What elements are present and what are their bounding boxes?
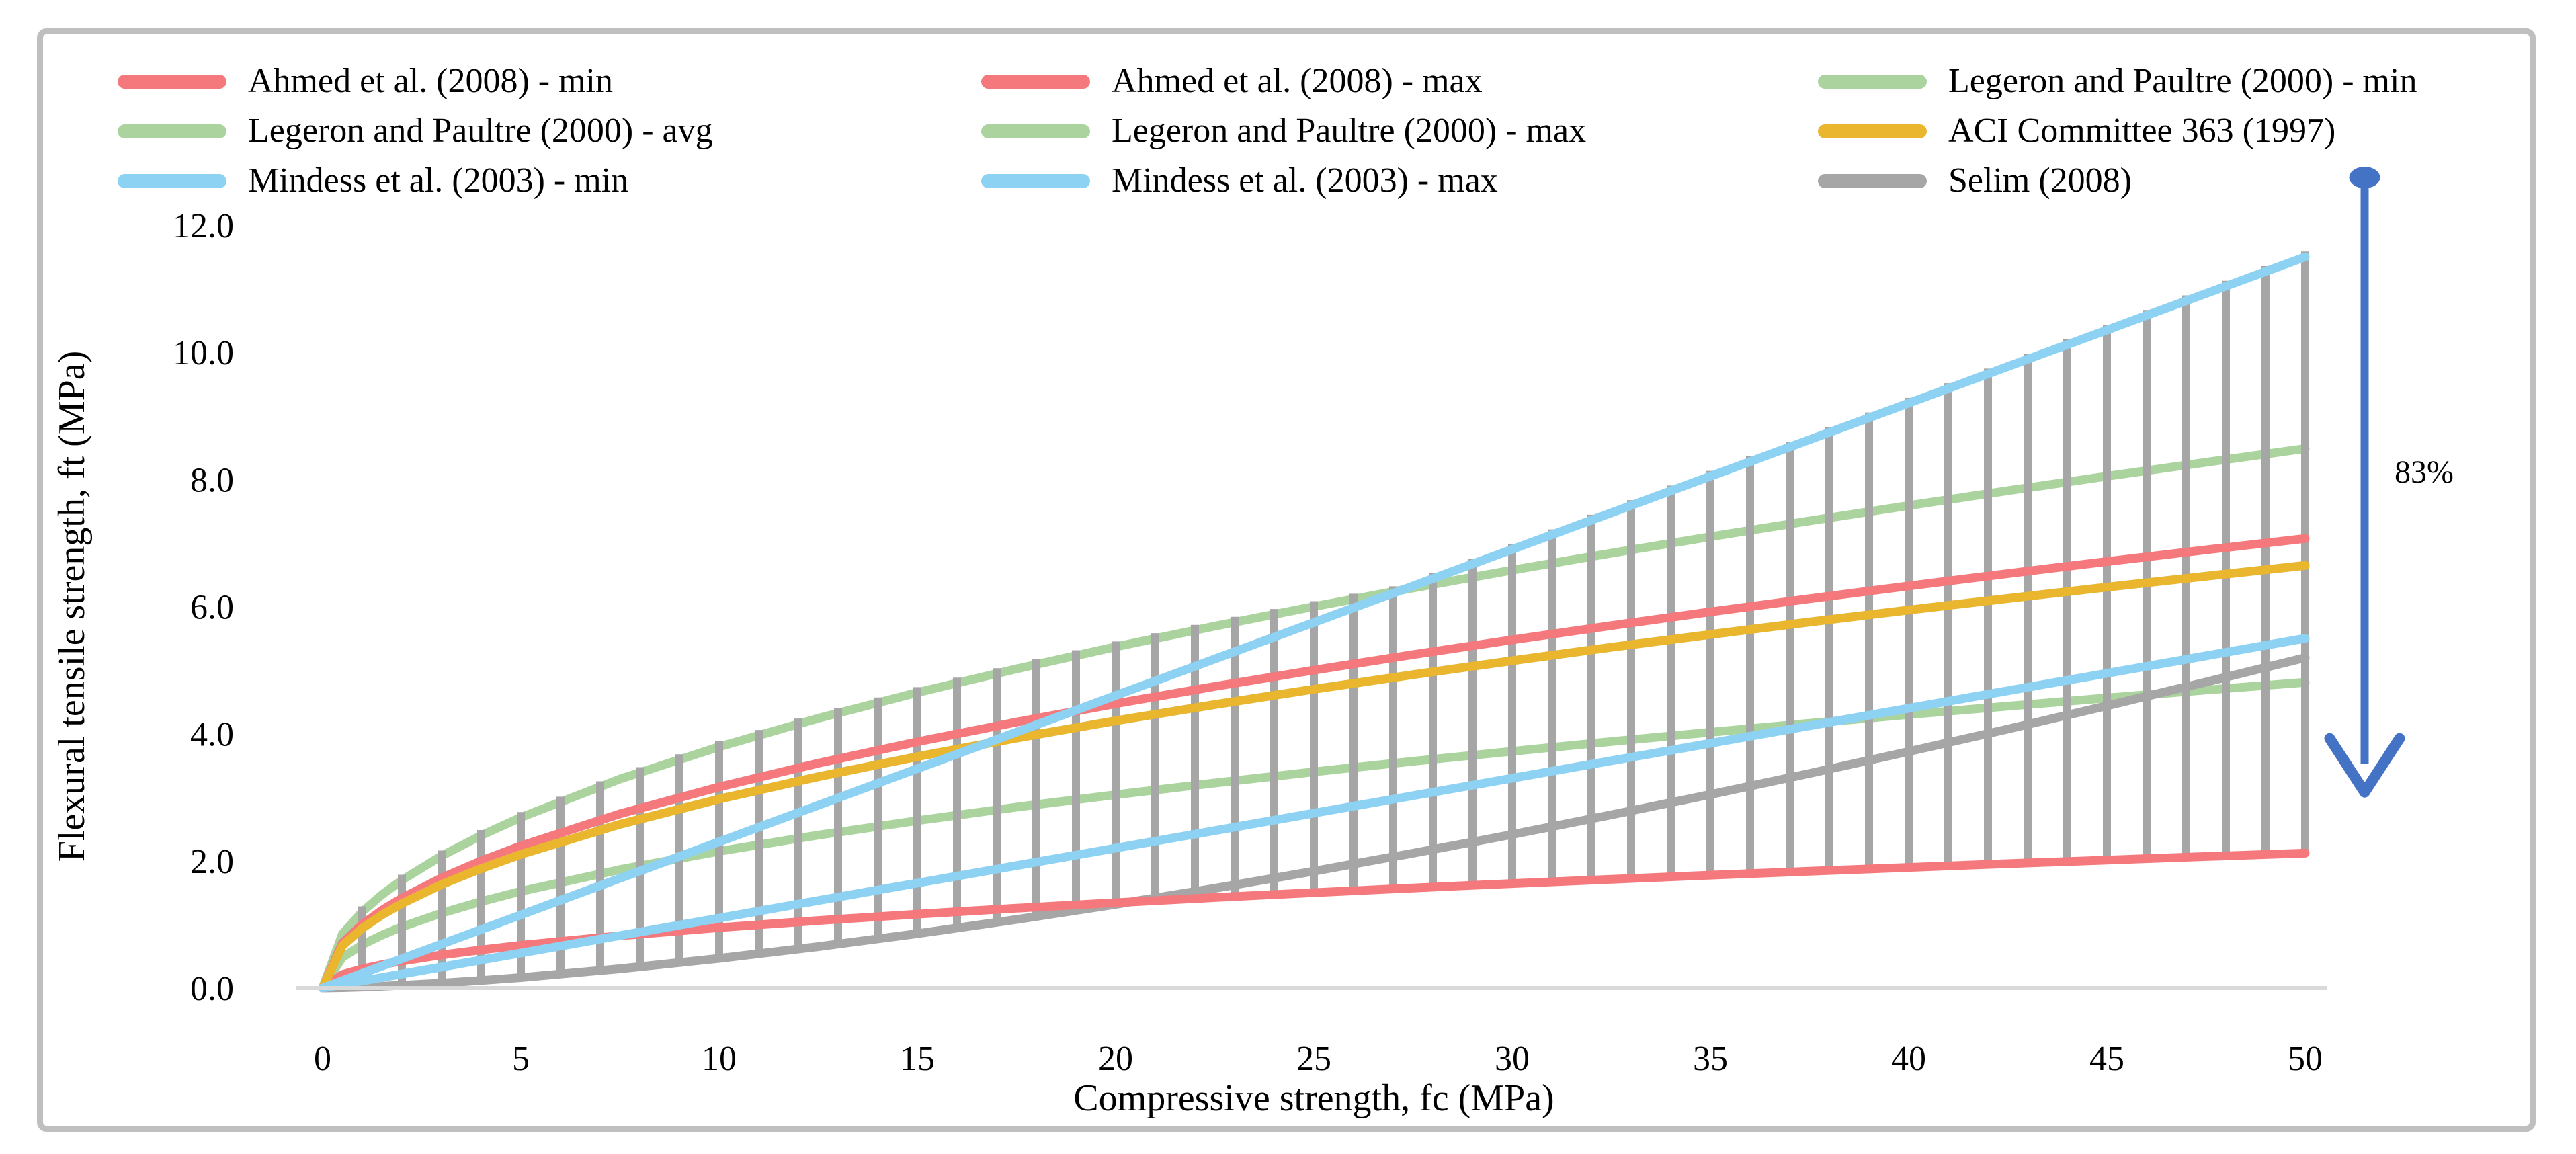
x-tick-label: 20 <box>1098 1040 1133 1078</box>
legend-swatch-selim-key <box>1818 173 1927 188</box>
range-annotation-label: 83% <box>2395 454 2454 490</box>
figure-border <box>37 28 2536 1132</box>
legend-item-legeron-avg-key: Legeron and Paultre (2000) - avg <box>118 114 981 149</box>
legend-swatch-legeron-min-key <box>1818 74 1927 89</box>
x-tick-label: 10 <box>702 1040 737 1078</box>
legend-item-legeron-min-key: Legeron and Paultre (2000) - min <box>1818 64 2530 99</box>
series-line-legeron-min <box>318 677 2310 993</box>
y-tick-label: 8.0 <box>190 461 234 499</box>
x-axis-title: Compressive strength, fc (MPa) <box>1073 1077 1554 1119</box>
legend-item-aci-363-key: ACI Committee 363 (1997) <box>1818 114 2530 149</box>
legend-item-ahmed-max-key: Ahmed et al. (2008) - max <box>981 64 1818 99</box>
legend-item-mindess-min-key: Mindess et al. (2003) - min <box>118 163 981 198</box>
x-tick-label: 5 <box>512 1040 530 1078</box>
legend-item-legeron-max-key: Legeron and Paultre (2000) - max <box>981 114 1818 149</box>
legend-label: ACI Committee 363 (1997) <box>1948 112 2336 150</box>
legend-item-selim-key: Selim (2008) <box>1818 163 2530 198</box>
legend-item-ahmed-min-key: Ahmed et al. (2008) - min <box>118 64 981 99</box>
range-arrow <box>2324 167 2405 798</box>
chart-legend: Ahmed et al. (2008) - min Ahmed et al. (2… <box>118 56 2530 206</box>
legend-item-mindess-max-key: Mindess et al. (2003) - max <box>981 163 1818 198</box>
series-line-selim <box>318 653 2310 993</box>
x-tick-label: 25 <box>1296 1040 1331 1078</box>
legend-swatch-ahmed-max-key <box>981 74 1090 89</box>
legend-swatch-mindess-min-key <box>118 173 226 188</box>
x-tick-label: 0 <box>314 1040 331 1078</box>
legend-label: Mindess et al. (2003) - max <box>1112 161 1498 200</box>
legend-label: Selim (2008) <box>1948 161 2132 200</box>
plot-layer <box>318 251 2310 993</box>
legend-label: Mindess et al. (2003) - min <box>248 161 629 200</box>
y-tick-label: 2.0 <box>190 843 234 881</box>
y-tick-label: 12.0 <box>173 207 234 245</box>
legend-swatch-legeron-max-key <box>981 124 1090 138</box>
series-line-legeron-max <box>318 444 2310 993</box>
x-tick-label: 15 <box>900 1040 935 1078</box>
x-tick-label: 40 <box>1891 1040 1926 1078</box>
x-tick-label: 50 <box>2288 1040 2323 1078</box>
legend-label: Legeron and Paultre (2000) - avg <box>248 112 713 150</box>
y-tick-label: 0.0 <box>190 970 234 1008</box>
x-tick-label: 45 <box>2089 1040 2124 1078</box>
legend-swatch-mindess-max-key <box>981 173 1090 188</box>
series-line-mindess-max <box>318 252 2310 993</box>
series-line-aci-363 <box>318 561 2310 993</box>
y-axis-title: Flexural tensile strength, ft (MPa) <box>51 351 93 862</box>
x-tick-label: 30 <box>1495 1040 1530 1078</box>
series-line-mindess-min <box>318 634 2310 993</box>
arrow-top-dot <box>2349 167 2380 189</box>
y-tick-label: 4.0 <box>190 716 234 754</box>
legend-label: Legeron and Paultre (2000) - min <box>1948 62 2417 100</box>
legend-label: Ahmed et al. (2008) - max <box>1112 62 1483 100</box>
legend-label: Legeron and Paultre (2000) - max <box>1112 112 1587 150</box>
axis-layer: 0 5 10 15 20 25 30 35 40 45 50 0.0 2.0 4.0 6.0 8.0 10.0 1… <box>173 207 2327 1078</box>
arrow-head-icon <box>2324 733 2405 798</box>
y-tick-label: 10.0 <box>173 334 234 372</box>
legend-swatch-legeron-avg-key <box>118 124 226 138</box>
legend-swatch-ahmed-min-key <box>118 74 226 89</box>
y-tick-label: 6.0 <box>190 589 234 627</box>
legend-swatch-aci-363-key <box>1818 124 1927 138</box>
legend-label: Ahmed et al. (2008) - min <box>248 62 613 100</box>
x-tick-label: 35 <box>1693 1040 1728 1078</box>
